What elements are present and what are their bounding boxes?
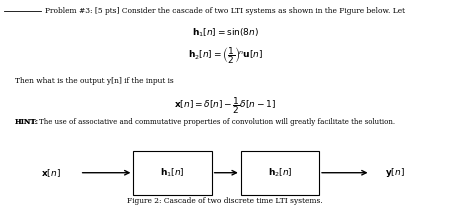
Text: $\mathbf{y}[n]$: $\mathbf{y}[n]$ [385, 166, 405, 179]
Text: Figure 2: Cascade of two discrete time LTI systems.: Figure 2: Cascade of two discrete time L… [127, 197, 323, 205]
Text: $\mathbf{h}_2[n] = \left(\dfrac{1}{2}\right)^{\!n} \mathbf{u}[n]$: $\mathbf{h}_2[n] = \left(\dfrac{1}{2}\ri… [188, 46, 263, 66]
Bar [133, 151, 212, 195]
Text: HINT: The use of associative and commutative properties of convolution will grea: HINT: The use of associative and commuta… [15, 118, 395, 126]
Bar [241, 151, 319, 195]
Text: $\mathbf{h}_1[n] = \sin(8n)$: $\mathbf{h}_1[n] = \sin(8n)$ [191, 27, 259, 39]
Text: $\mathbf{h}_1[n]$: $\mathbf{h}_1[n]$ [160, 167, 185, 179]
Text: Problem #3: [5 pts] Consider the cascade of two LTI systems as shown in the Figu: Problem #3: [5 pts] Consider the cascade… [45, 7, 405, 15]
Text: $\mathbf{h}_2[n]$: $\mathbf{h}_2[n]$ [267, 167, 292, 179]
Text: $\mathbf{x}[n] = \delta[n] - \dfrac{1}{2}\delta[n - 1]$: $\mathbf{x}[n] = \delta[n] - \dfrac{1}{2… [174, 95, 276, 116]
Text: Then what is the output y[n] if the input is: Then what is the output y[n] if the inpu… [15, 77, 173, 85]
Text: HINT:: HINT: [15, 118, 39, 126]
Text: $\mathbf{x}[n]$: $\mathbf{x}[n]$ [41, 167, 61, 178]
